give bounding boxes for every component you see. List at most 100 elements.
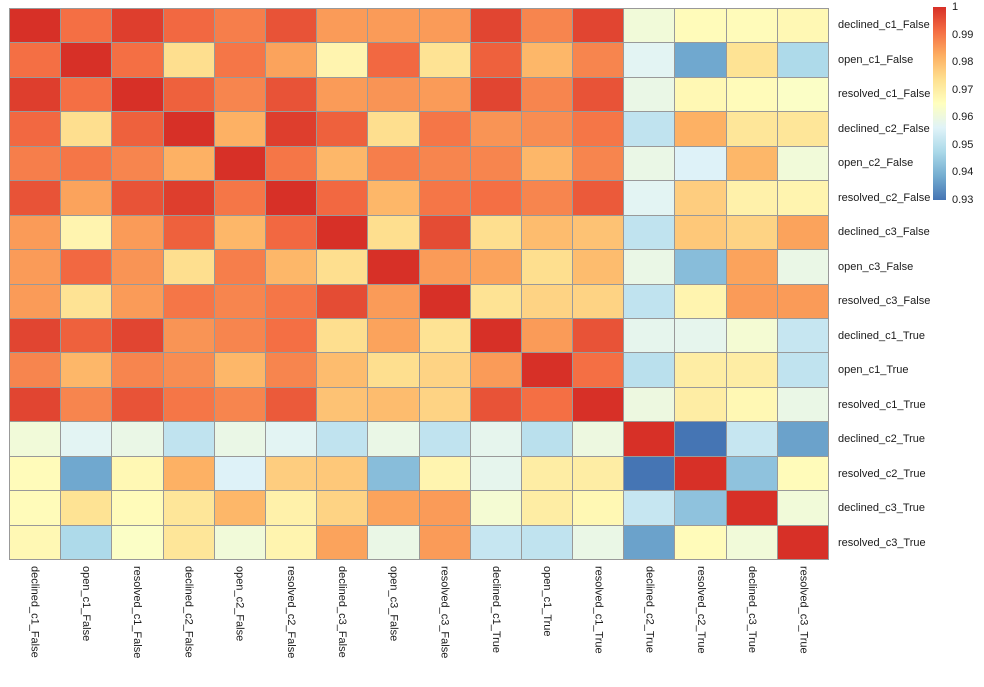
- heatmap-cell: [419, 146, 470, 181]
- heatmap-cell: [265, 112, 317, 146]
- col-label-slot: resolved_c2_False: [265, 566, 316, 687]
- heatmap-cell: [163, 250, 214, 284]
- heatmap-cell: [521, 146, 573, 181]
- heatmap-cell: [573, 422, 624, 456]
- heatmap-cell: [675, 181, 726, 215]
- col-label: open_c3_False: [387, 566, 400, 642]
- heatmap-cell: [368, 181, 419, 215]
- heatmap-cell: [573, 77, 624, 112]
- heatmap-cell: [521, 422, 573, 456]
- heatmap-cell: [726, 318, 777, 353]
- heatmap-cell: [265, 525, 317, 559]
- row-label: resolved_c2_False: [838, 191, 931, 204]
- heatmap-cell: [521, 491, 573, 525]
- col-labels: declined_c1_False open_c1_False resolved_c…: [9, 566, 829, 687]
- heatmap-cell: [675, 387, 726, 422]
- heatmap-cell: [61, 422, 112, 456]
- col-label-slot: resolved_c1_False: [112, 566, 163, 687]
- heatmap-cell: [573, 9, 624, 43]
- heatmap-cell: [265, 456, 317, 491]
- col-label: declined_c1_False: [28, 566, 41, 658]
- heatmap-cell: [624, 353, 675, 387]
- heatmap-cell: [624, 43, 675, 77]
- heatmap-cell: [573, 284, 624, 318]
- heatmap-grid: [9, 8, 829, 560]
- heatmap-cell: [317, 491, 368, 525]
- heatmap-cell: [777, 77, 828, 112]
- heatmap-cell: [726, 491, 777, 525]
- heatmap-cell: [521, 215, 573, 250]
- heatmap-cell: [317, 318, 368, 353]
- heatmap-cell: [573, 112, 624, 146]
- heatmap-cell: [726, 422, 777, 456]
- heatmap-cell: [419, 77, 470, 112]
- heatmap-cell: [521, 181, 573, 215]
- heatmap-cell: [726, 456, 777, 491]
- heatmap-cell: [265, 9, 317, 43]
- heatmap-cell: [214, 318, 265, 353]
- heatmap-cell: [470, 422, 521, 456]
- heatmap-cell: [777, 181, 828, 215]
- heatmap-cell: [624, 215, 675, 250]
- row-labels: declined_c1_False open_c1_False resolved_c…: [838, 8, 968, 560]
- heatmap-cell: [675, 353, 726, 387]
- heatmap-cell: [419, 456, 470, 491]
- row-label: resolved_c1_False: [838, 88, 931, 101]
- heatmap-cell: [777, 43, 828, 77]
- heatmap-cell: [214, 525, 265, 559]
- heatmap-cell: [112, 43, 163, 77]
- col-label-slot: declined_c1_False: [9, 566, 60, 687]
- heatmap-cell: [624, 77, 675, 112]
- heatmap-cell: [317, 387, 368, 422]
- heatmap-cell: [265, 387, 317, 422]
- heatmap-cell: [777, 146, 828, 181]
- colorbar-tick-label: 1: [952, 1, 959, 13]
- heatmap-cell: [10, 491, 61, 525]
- col-label-slot: declined_c3_True: [727, 566, 778, 687]
- heatmap-cell: [726, 250, 777, 284]
- heatmap-cell: [163, 215, 214, 250]
- col-label-slot: open_c2_False: [214, 566, 265, 687]
- heatmap-cell: [675, 491, 726, 525]
- heatmap-cell: [368, 146, 419, 181]
- heatmap-cell: [521, 9, 573, 43]
- heatmap-cell: [317, 181, 368, 215]
- heatmap-cell: [675, 525, 726, 559]
- heatmap-cell: [61, 318, 112, 353]
- heatmap-cell: [419, 387, 470, 422]
- heatmap-cell: [112, 77, 163, 112]
- heatmap-cell: [265, 353, 317, 387]
- heatmap-cell: [317, 422, 368, 456]
- col-label-slot: resolved_c2_True: [675, 566, 726, 687]
- col-label-slot: declined_c2_True: [624, 566, 675, 687]
- col-label-slot: open_c1_False: [60, 566, 111, 687]
- heatmap-cell: [470, 146, 521, 181]
- heatmap-cell: [112, 491, 163, 525]
- heatmap-cell: [368, 525, 419, 559]
- heatmap-cell: [163, 181, 214, 215]
- heatmap-cell: [573, 43, 624, 77]
- heatmap-cell: [368, 387, 419, 422]
- heatmap-cell: [624, 112, 675, 146]
- heatmap-cell: [163, 456, 214, 491]
- heatmap-cell: [726, 387, 777, 422]
- heatmap-cell: [112, 250, 163, 284]
- heatmap-cell: [521, 43, 573, 77]
- col-label: resolved_c3_True: [797, 566, 810, 654]
- heatmap-cell: [368, 43, 419, 77]
- heatmap-cell: [624, 146, 675, 181]
- heatmap-cell: [624, 284, 675, 318]
- heatmap-cell: [521, 77, 573, 112]
- heatmap-cell: [112, 525, 163, 559]
- heatmap-cell: [317, 215, 368, 250]
- heatmap-cell: [726, 525, 777, 559]
- heatmap-cell: [163, 422, 214, 456]
- heatmap-cell: [521, 456, 573, 491]
- heatmap-cell: [368, 422, 419, 456]
- heatmap-cell: [112, 353, 163, 387]
- heatmap-cell: [573, 318, 624, 353]
- heatmap-cell: [10, 387, 61, 422]
- heatmap-cell: [265, 422, 317, 456]
- heatmap-cell: [777, 525, 828, 559]
- heatmap-cell: [10, 353, 61, 387]
